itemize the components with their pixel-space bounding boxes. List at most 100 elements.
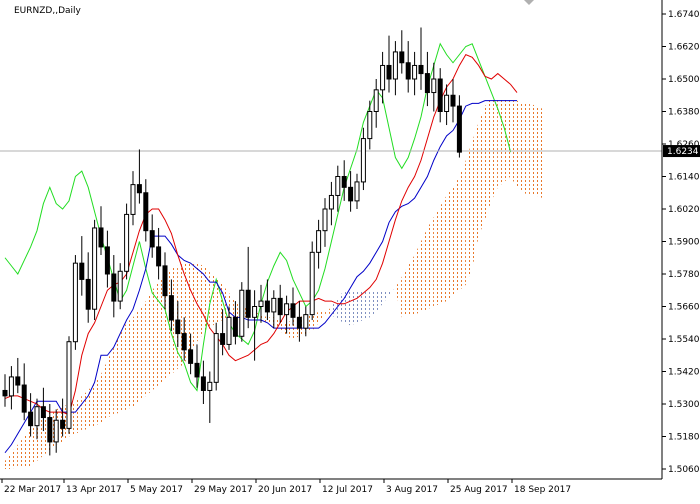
cloud-segment: [337, 290, 345, 323]
candle: [156, 227, 162, 280]
y-tick-label: 1.5060: [668, 465, 700, 475]
candle-body: [290, 303, 296, 318]
candle-body: [98, 227, 104, 248]
cloud-segment: [344, 290, 351, 326]
cloud-segment: [414, 241, 421, 315]
candle-body: [200, 376, 206, 391]
candle-body: [143, 192, 149, 232]
candle-body: [175, 319, 181, 335]
candle: [392, 41, 398, 96]
candle: [341, 160, 347, 201]
candle: [40, 387, 46, 432]
cloud-segment: [433, 206, 441, 307]
candle: [322, 198, 328, 247]
candle: [34, 398, 40, 440]
candle: [456, 95, 462, 158]
cloud-segment: [37, 417, 44, 461]
cloud-segment: [126, 317, 133, 410]
candle-body: [309, 251, 315, 316]
cloud-segment: [113, 333, 121, 415]
candle-body: [456, 105, 462, 153]
cloud-segment: [17, 436, 25, 467]
cloud-segment: [421, 227, 428, 312]
y-tick-label: 1.5660: [668, 303, 700, 313]
candle-body: [245, 289, 251, 318]
ichimoku-cloud: [5, 97, 543, 469]
cloud-segment: [5, 452, 12, 469]
candle-body: [60, 419, 66, 429]
candle: [92, 219, 98, 321]
candle: [354, 173, 360, 209]
candle: [367, 100, 373, 150]
candle-body: [85, 278, 91, 310]
candle-body: [335, 176, 341, 196]
cloud-segment: [510, 100, 517, 188]
candle-body: [360, 138, 366, 183]
candle-body: [181, 333, 187, 351]
x-tick-label: 13 Apr 2017: [66, 485, 122, 495]
candle: [303, 306, 309, 337]
candle: [418, 27, 424, 90]
candle-body: [8, 376, 14, 397]
candle: [360, 127, 366, 191]
candle: [264, 279, 270, 321]
candle: [15, 357, 21, 394]
candle-body: [21, 384, 27, 413]
cloud-segment: [88, 382, 95, 429]
candle-body: [252, 306, 258, 318]
cloud-segment: [363, 290, 370, 321]
x-tick-label: 29 May 2017: [194, 485, 253, 495]
cloud-segment: [357, 290, 364, 323]
candle-body: [322, 208, 328, 232]
y-tick-label: 1.5300: [668, 400, 700, 410]
cloud-segment: [517, 100, 524, 193]
candle: [277, 284, 283, 323]
candle-body: [207, 381, 213, 391]
candle-body: [66, 341, 72, 429]
x-tick-label: 12 Jul 2017: [322, 485, 373, 495]
candle-body: [232, 316, 238, 337]
cloud-segment: [376, 290, 383, 312]
candle: [348, 171, 354, 212]
y-tick-label: 1.6620: [668, 43, 700, 53]
candle: [232, 301, 238, 345]
candle-body: [2, 389, 8, 397]
candle: [130, 171, 136, 226]
y-tick-label: 1.5900: [668, 238, 700, 248]
candle-body: [213, 333, 219, 383]
candle: [271, 290, 277, 329]
y-tick-label: 1.5180: [668, 433, 700, 443]
candle: [188, 333, 194, 375]
candle-body: [156, 246, 162, 267]
candle-body: [296, 316, 302, 329]
candle: [245, 246, 251, 329]
candle-body: [328, 194, 334, 210]
candle-body: [117, 270, 123, 302]
candle-body: [277, 297, 283, 316]
cloud-segment: [229, 292, 236, 318]
candle-body: [386, 64, 392, 80]
candle: [296, 301, 302, 342]
cloud-segment: [286, 320, 293, 339]
candle-body: [104, 246, 110, 275]
y-tick-label: 1.6260: [668, 140, 700, 150]
cloud-segment: [427, 217, 434, 310]
candle-body: [34, 406, 40, 427]
candle-body: [431, 78, 437, 94]
candle: [239, 282, 245, 342]
y-tick-label: 1.5420: [668, 368, 700, 378]
candle: [149, 214, 155, 258]
cloud-segment: [529, 103, 537, 196]
candle-body: [348, 186, 354, 202]
cloud-segment: [133, 309, 140, 407]
x-tick-label: 25 Aug 2017: [450, 485, 508, 495]
candle: [335, 165, 341, 212]
x-tick-label: 18 Sep 2017: [514, 485, 571, 495]
y-tick-label: 1.6740: [668, 10, 700, 20]
candle: [143, 179, 149, 242]
cloud-segment: [389, 287, 396, 296]
candle-body: [47, 417, 53, 443]
candle-body: [392, 51, 398, 80]
